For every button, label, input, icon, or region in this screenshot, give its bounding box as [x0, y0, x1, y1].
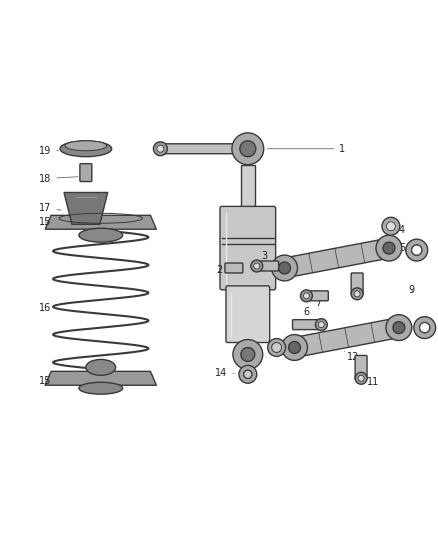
FancyBboxPatch shape	[164, 144, 244, 154]
Circle shape	[272, 343, 281, 352]
Polygon shape	[283, 238, 391, 278]
Circle shape	[406, 239, 427, 261]
Ellipse shape	[60, 141, 112, 157]
Circle shape	[382, 217, 400, 235]
Circle shape	[239, 365, 257, 383]
Circle shape	[315, 319, 327, 330]
FancyBboxPatch shape	[293, 320, 320, 329]
Text: 17: 17	[39, 204, 61, 213]
Text: 4: 4	[391, 225, 405, 241]
Text: 19: 19	[39, 146, 58, 156]
Polygon shape	[45, 215, 156, 229]
Text: 18: 18	[39, 174, 78, 183]
FancyBboxPatch shape	[307, 291, 328, 301]
Text: 16: 16	[39, 303, 56, 313]
Circle shape	[412, 245, 422, 255]
Circle shape	[411, 245, 422, 255]
Text: 9: 9	[409, 285, 415, 295]
Circle shape	[233, 340, 263, 369]
Polygon shape	[293, 318, 401, 357]
FancyBboxPatch shape	[220, 206, 276, 290]
Ellipse shape	[79, 382, 123, 394]
Circle shape	[414, 317, 436, 338]
FancyBboxPatch shape	[226, 286, 270, 343]
Circle shape	[419, 322, 430, 333]
FancyBboxPatch shape	[241, 165, 255, 208]
Circle shape	[157, 146, 164, 152]
Text: 5: 5	[391, 243, 405, 253]
Circle shape	[254, 263, 260, 269]
Circle shape	[272, 343, 282, 352]
Text: 1: 1	[268, 144, 345, 154]
Polygon shape	[64, 192, 108, 224]
Text: 10: 10	[414, 325, 426, 335]
Text: 8: 8	[355, 273, 361, 288]
Circle shape	[289, 342, 300, 353]
Ellipse shape	[86, 359, 116, 375]
Ellipse shape	[79, 228, 123, 242]
Circle shape	[300, 290, 312, 302]
Circle shape	[355, 373, 367, 384]
Text: 12: 12	[344, 351, 360, 362]
FancyBboxPatch shape	[351, 273, 363, 295]
Text: 15: 15	[39, 217, 52, 227]
Text: 7: 7	[315, 298, 321, 308]
Circle shape	[386, 314, 412, 341]
Circle shape	[268, 338, 286, 357]
FancyBboxPatch shape	[80, 164, 92, 182]
Text: 2: 2	[216, 265, 230, 275]
Circle shape	[244, 370, 252, 378]
Text: 13: 13	[268, 346, 280, 357]
Circle shape	[251, 260, 263, 272]
Circle shape	[244, 370, 252, 379]
Ellipse shape	[65, 141, 107, 151]
Circle shape	[304, 293, 309, 299]
Circle shape	[351, 288, 363, 300]
Circle shape	[282, 335, 307, 360]
Circle shape	[376, 235, 402, 261]
Circle shape	[241, 348, 255, 361]
Text: 14: 14	[215, 368, 234, 378]
Circle shape	[272, 255, 297, 281]
Circle shape	[420, 322, 430, 333]
Circle shape	[240, 141, 256, 157]
Polygon shape	[45, 372, 156, 385]
Circle shape	[318, 321, 324, 328]
Text: 15: 15	[39, 376, 52, 386]
Circle shape	[393, 321, 405, 334]
Text: 6: 6	[297, 306, 310, 322]
FancyBboxPatch shape	[257, 261, 279, 271]
Circle shape	[386, 222, 396, 231]
FancyBboxPatch shape	[225, 263, 243, 273]
Circle shape	[153, 142, 167, 156]
Circle shape	[383, 242, 395, 254]
Circle shape	[232, 133, 264, 165]
Circle shape	[279, 262, 290, 274]
Text: 3: 3	[262, 251, 268, 264]
FancyBboxPatch shape	[355, 356, 367, 379]
Circle shape	[354, 291, 360, 297]
Circle shape	[358, 375, 364, 381]
Text: 11: 11	[363, 377, 379, 387]
